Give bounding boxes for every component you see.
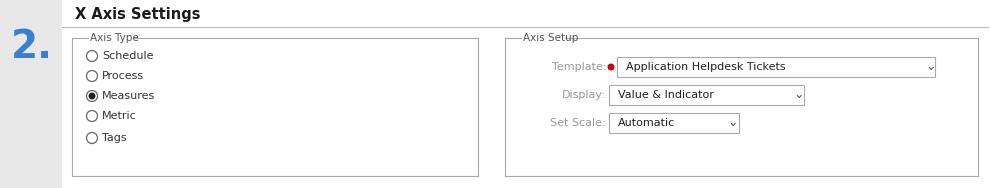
Text: X Axis Settings: X Axis Settings — [75, 7, 201, 21]
FancyBboxPatch shape — [617, 57, 935, 77]
Text: Axis Type: Axis Type — [90, 33, 139, 43]
Text: Schedule: Schedule — [102, 51, 153, 61]
Circle shape — [86, 90, 97, 102]
Text: ⌄: ⌄ — [727, 117, 738, 130]
Text: Template:: Template: — [551, 62, 606, 72]
Text: ⌄: ⌄ — [793, 89, 804, 102]
Text: Metric: Metric — [102, 111, 137, 121]
Text: Automatic: Automatic — [618, 118, 675, 128]
Text: 2.: 2. — [11, 28, 53, 66]
Text: Application Helpdesk Tickets: Application Helpdesk Tickets — [626, 62, 786, 72]
Circle shape — [86, 70, 97, 82]
Text: Process: Process — [102, 71, 145, 81]
Text: Axis Setup: Axis Setup — [523, 33, 578, 43]
FancyBboxPatch shape — [62, 0, 990, 188]
Circle shape — [86, 133, 97, 143]
Text: Tags: Tags — [102, 133, 127, 143]
Circle shape — [608, 64, 615, 70]
Text: Display:: Display: — [562, 90, 606, 100]
Circle shape — [86, 51, 97, 61]
FancyBboxPatch shape — [609, 85, 804, 105]
FancyBboxPatch shape — [609, 113, 739, 133]
Circle shape — [88, 92, 95, 99]
Text: Set Scale:: Set Scale: — [550, 118, 606, 128]
Text: ⌄: ⌄ — [925, 61, 936, 74]
FancyBboxPatch shape — [0, 0, 62, 188]
Circle shape — [86, 111, 97, 121]
Text: Measures: Measures — [102, 91, 155, 101]
Text: Value & Indicator: Value & Indicator — [618, 90, 714, 100]
